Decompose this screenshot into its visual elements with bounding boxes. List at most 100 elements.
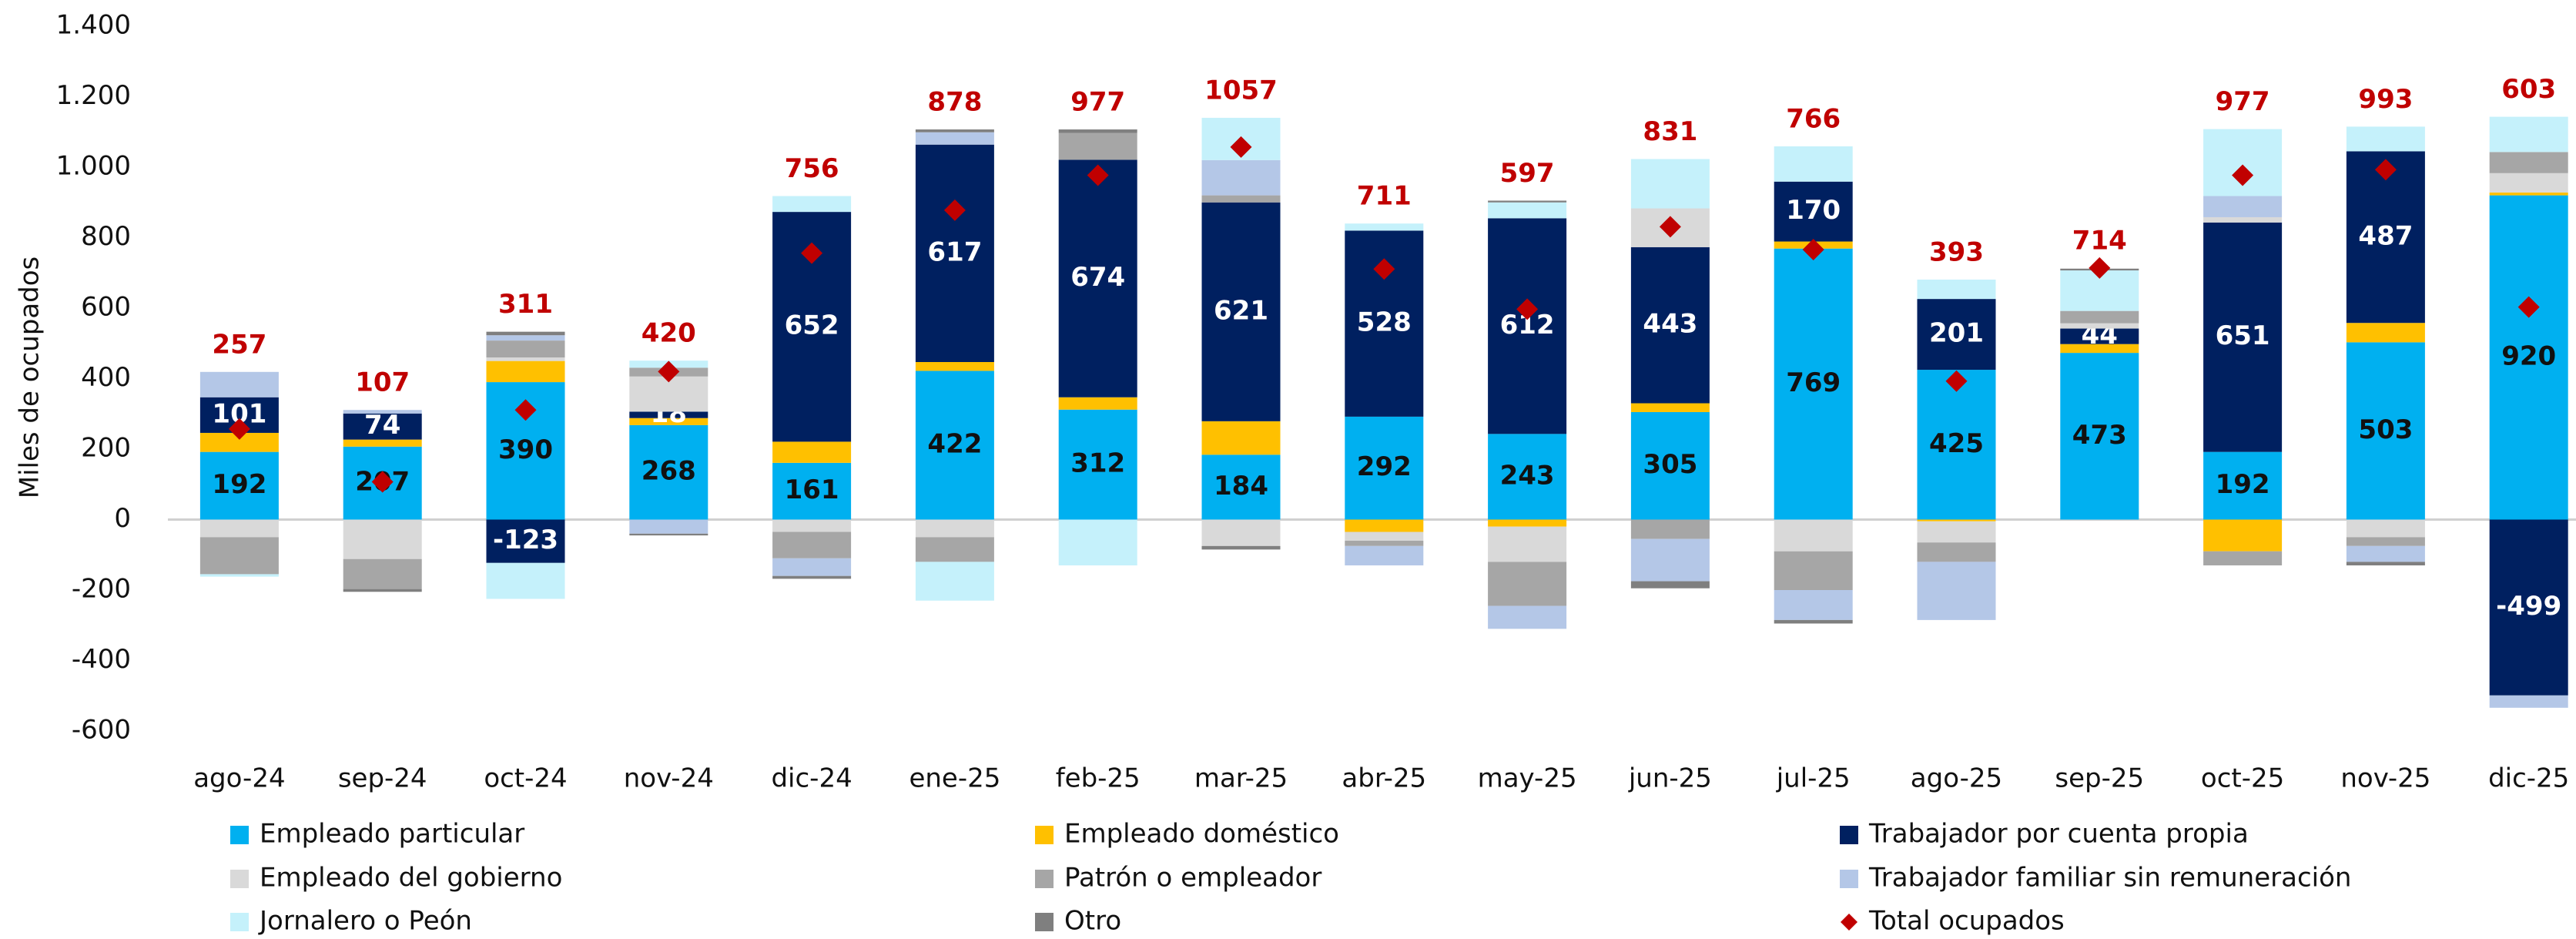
x-tick-label: oct-25 — [2201, 763, 2284, 794]
bar-segment — [1201, 202, 1281, 421]
x-tick-label: oct-24 — [484, 763, 567, 794]
data-label: 503 — [2358, 414, 2413, 445]
bar-segment — [2346, 537, 2425, 546]
total-marker — [1373, 258, 1395, 280]
bar-segment — [486, 357, 565, 361]
total-label: 993 — [2358, 84, 2413, 115]
legend-label: Total ocupados — [1868, 906, 2065, 937]
bar-segment — [915, 361, 994, 371]
bar-segment — [2060, 310, 2139, 324]
bar-segment — [1774, 146, 1853, 182]
y-tick-label: 1.400 — [56, 10, 131, 41]
data-label: 621 — [1214, 295, 1268, 326]
total-marker — [658, 361, 680, 383]
legend-label: Empleado del gobierno — [260, 863, 562, 894]
bar-segment — [1630, 246, 1710, 404]
x-tick-label: sep-24 — [338, 763, 427, 794]
bar-segment — [915, 562, 994, 601]
bar-segment — [2489, 519, 2568, 696]
bar-segment — [1488, 202, 1567, 219]
bar-segment — [1774, 590, 1853, 620]
total-label: 257 — [212, 329, 266, 360]
bar-segment — [1917, 370, 1996, 520]
bar-segment — [1201, 195, 1281, 203]
bar-segment — [2060, 328, 2139, 344]
x-tick-label: jun-25 — [1628, 763, 1712, 794]
bar-segment — [915, 537, 994, 562]
bar-segment — [772, 532, 852, 558]
bar-segment — [772, 441, 852, 463]
bar-segment — [2203, 519, 2283, 552]
total-label: 311 — [498, 289, 553, 320]
data-label: 443 — [1643, 309, 1697, 340]
total-marker — [1087, 164, 1109, 186]
legend-swatch — [1035, 913, 1054, 931]
bar-segment — [1488, 562, 1567, 606]
x-tick-label: jul-25 — [1776, 763, 1851, 794]
bar-segment — [2060, 323, 2139, 329]
total-marker — [1802, 239, 1824, 261]
bar-segment — [343, 589, 422, 592]
bar-segment — [629, 411, 708, 418]
total-marker — [2089, 257, 2111, 279]
bar-segment — [2346, 342, 2425, 520]
data-label: 243 — [1500, 460, 1555, 491]
bar-segment — [343, 558, 422, 589]
bar-segment — [1201, 159, 1281, 196]
bar-segment — [772, 196, 852, 213]
total-label: 393 — [1929, 236, 1984, 267]
total-marker — [2374, 159, 2397, 181]
bar-segment — [2489, 695, 2568, 708]
bar-segment — [1630, 581, 1710, 589]
bar-segment — [486, 340, 565, 358]
total-label: 1057 — [1204, 75, 1278, 106]
total-marker — [514, 399, 537, 421]
total-marker — [371, 471, 394, 493]
bar-segment — [1630, 403, 1710, 412]
data-label: 651 — [2216, 320, 2270, 351]
legend-swatch — [230, 870, 249, 888]
bar-segment — [629, 376, 708, 412]
total-marker — [228, 418, 250, 440]
y-tick-label: -600 — [72, 715, 131, 746]
bar-segment — [2489, 192, 2568, 196]
data-label: 473 — [2072, 420, 2127, 451]
bar-segment — [1917, 521, 1996, 543]
bar-segment — [1488, 434, 1567, 520]
y-tick-label: 800 — [81, 221, 131, 252]
bar-segment — [1774, 619, 1853, 624]
x-tick-label: feb-25 — [1056, 763, 1141, 794]
bar-segment — [2346, 126, 2425, 152]
total-label: 977 — [2216, 86, 2270, 117]
bar-segment — [1774, 181, 1853, 242]
total-label: 420 — [641, 318, 696, 349]
bar-segment — [629, 533, 708, 536]
legend-label: Otro — [1064, 906, 1121, 937]
total-marker — [1230, 136, 1252, 158]
legend-label: Empleado particular — [260, 819, 524, 850]
bar-segment — [772, 519, 852, 532]
x-tick-label: nov-24 — [624, 763, 714, 794]
total-label: 597 — [1500, 158, 1555, 189]
bar-segment — [486, 331, 565, 336]
total-marker — [1945, 370, 1968, 392]
x-tick-label: ene-25 — [909, 763, 1000, 794]
bar-segment — [1201, 421, 1281, 455]
bar-segment — [2203, 551, 2283, 565]
legend-label: Patrón o empleador — [1064, 863, 1321, 894]
bar-segment — [1630, 159, 1710, 209]
bar-segment — [343, 410, 422, 414]
bar-segment — [915, 129, 994, 132]
bar-segment — [1917, 519, 1996, 521]
bar-segment — [486, 335, 565, 341]
bar-segment — [1917, 279, 1996, 300]
x-tick-label: nov-25 — [2340, 763, 2430, 794]
bar-segment — [199, 537, 279, 575]
x-tick-label: ago-25 — [1911, 763, 2002, 794]
bar-segment — [1917, 299, 1996, 371]
bar-segment — [343, 413, 422, 440]
bar-segment — [2346, 519, 2425, 538]
bar-segment — [1201, 519, 1281, 546]
bar-segment — [1058, 409, 1137, 520]
